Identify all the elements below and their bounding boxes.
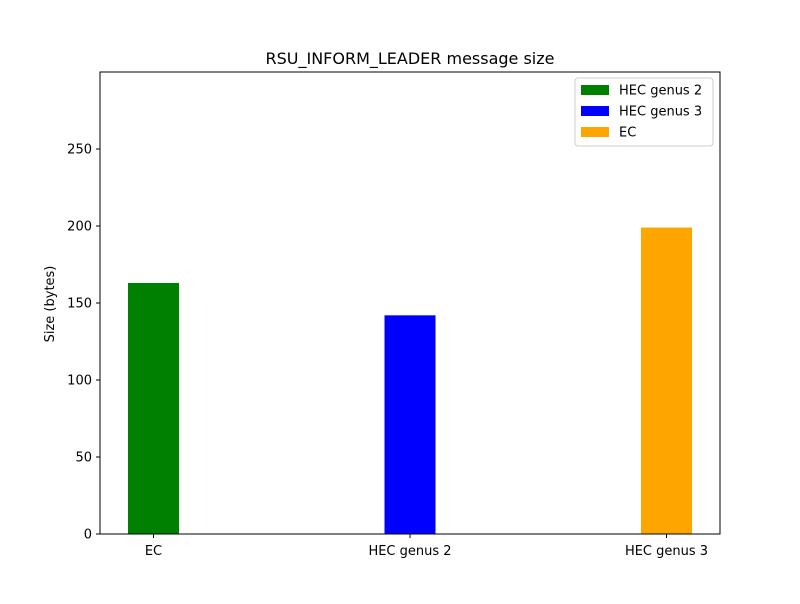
legend-swatch [581,85,609,95]
y-tick-label: 100 [67,374,92,389]
legend-label: HEC genus 2 [619,84,702,99]
y-tick-label: 0 [84,528,92,543]
bar-hec-genus-3 [641,227,692,535]
y-axis-label: Size (bytes) [43,266,58,343]
legend-label: HEC genus 3 [619,105,702,120]
legend-label: EC [619,126,636,141]
legend: HEC genus 2 HEC genus 3 EC [574,77,714,147]
legend-swatch [581,127,609,137]
x-tick-label: HEC genus 3 [625,544,708,559]
y-tick-label: 250 [67,143,92,158]
bar-hec-genus-2 [384,315,436,534]
bar-ec [128,282,179,534]
x-axis-ticks: EC HEC genus 2 HEC genus 3 [145,534,708,559]
y-tick-label: 150 [67,297,92,312]
x-tick-label: HEC genus 2 [368,544,451,559]
legend-box [574,77,714,147]
legend-swatch [581,106,609,116]
x-tick-label: EC [145,544,162,559]
y-tick-label: 200 [67,220,92,235]
y-axis-ticks: 0 50 100 150 200 250 [67,143,100,543]
y-tick-label: 50 [75,451,92,466]
bars-layer [128,227,692,535]
plot-frame [99,71,721,535]
chart-title: RSU_INFORM_LEADER message size [265,49,554,69]
